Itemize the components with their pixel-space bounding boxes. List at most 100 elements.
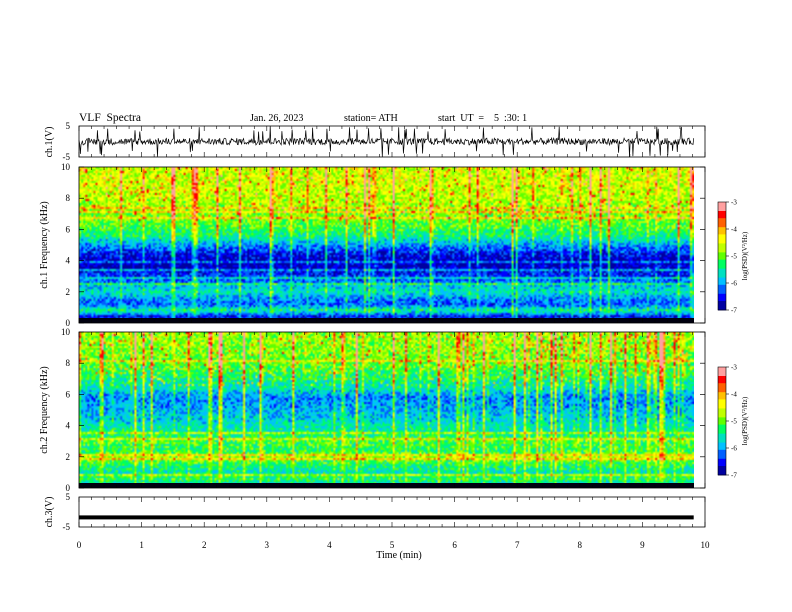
- time-tick-label: 0: [77, 540, 82, 550]
- ch1-spectrogram-ytick: 0: [66, 318, 71, 328]
- colorbar-step: [718, 437, 726, 440]
- colorbar-step: [718, 390, 726, 393]
- colorbar-step: [718, 238, 726, 241]
- colorbar-step: [718, 379, 726, 382]
- colorbar-step: [718, 410, 726, 413]
- colorbar-step: [718, 455, 726, 458]
- ch1-waveform-panel: 5 -5 ch.1(V): [44, 121, 706, 162]
- colorbar-step: [718, 435, 726, 438]
- colorbar-step: [718, 376, 726, 379]
- colorbar-step: [718, 397, 726, 400]
- colorbar-step: [718, 207, 726, 210]
- colorbar-step: [718, 383, 726, 386]
- colorbar-step: [718, 448, 726, 451]
- colorbar-step: [718, 408, 726, 411]
- colorbar-tick-label: -4: [731, 226, 737, 234]
- ch2-spectrogram-ytick: 6: [66, 389, 71, 399]
- colorbar-step: [718, 377, 726, 380]
- ch2-spectrogram-ytick: 8: [66, 358, 71, 368]
- colorbar-step: [718, 421, 726, 424]
- colorbar-step: [718, 401, 726, 404]
- colorbar-tick-label: -3: [731, 364, 737, 372]
- ch2-spectrogram-image: [79, 332, 694, 488]
- colorbar-tick-label: -6: [731, 445, 737, 453]
- colorbar-tick-label: -4: [731, 391, 737, 399]
- colorbar-step: [718, 301, 726, 304]
- colorbar-step: [718, 404, 726, 407]
- ch2-spectrogram-ytick: 2: [66, 452, 71, 462]
- colorbar-step: [718, 243, 726, 246]
- ch3-waveform-panel: 5 -5 ch.3(V): [44, 492, 706, 532]
- colorbar-step: [718, 368, 726, 371]
- colorbar-step: [718, 263, 726, 266]
- colorbar-step: [718, 239, 726, 242]
- colorbar-step: [718, 288, 726, 291]
- colorbar-step: [718, 464, 726, 467]
- colorbar-step: [718, 275, 726, 278]
- colorbar-step: [718, 252, 726, 255]
- colorbar-step: [718, 451, 726, 454]
- ch1-colorbar: -3 -4 -5 -6 -7 log(PSD)(V²/Hz): [717, 199, 749, 315]
- colorbar-step: [718, 462, 726, 465]
- colorbar-step: [718, 471, 726, 474]
- ch2-spectrogram-ytick: 10: [61, 327, 71, 337]
- colorbar-step: [718, 428, 726, 431]
- colorbar-step: [718, 265, 726, 268]
- colorbar-step: [718, 367, 726, 370]
- colorbar-step: [718, 234, 726, 237]
- time-tick-label: 4: [327, 540, 332, 550]
- colorbar-label: log(PSD)(V²/Hz): [741, 396, 749, 445]
- ch1-voltage-axis-label: ch.1(V): [44, 127, 55, 158]
- colorbar-step: [718, 299, 726, 302]
- time-tick-label: 9: [640, 540, 645, 550]
- colorbar-step: [718, 473, 726, 476]
- colorbar-step: [718, 388, 726, 391]
- colorbar-step: [718, 422, 726, 425]
- colorbar-step: [718, 248, 726, 251]
- colorbar-step: [718, 431, 726, 434]
- colorbar-step: [718, 413, 726, 416]
- colorbar-tick-label: -7: [731, 472, 737, 480]
- colorbar-step: [718, 399, 726, 402]
- ch2-colorbar: -3 -4 -5 -6 -7 log(PSD)(V²/Hz): [717, 364, 749, 480]
- ch2-spectrogram-heatmap: [79, 332, 694, 488]
- colorbar-step: [718, 283, 726, 286]
- time-tick-label: 6: [452, 540, 457, 550]
- ch1-channel-label: ch.1 Frequency (kHz): [39, 201, 50, 288]
- colorbar-step: [718, 444, 726, 447]
- colorbar-step: [718, 293, 726, 296]
- colorbar-step: [718, 268, 726, 271]
- colorbar-step: [718, 430, 726, 433]
- colorbar-step: [718, 302, 726, 305]
- colorbar-step: [718, 446, 726, 449]
- colorbar-step: [718, 212, 726, 215]
- colorbar-step: [718, 370, 726, 373]
- colorbar-step: [718, 440, 726, 443]
- time-tick-label: 2: [202, 540, 207, 550]
- colorbar-step: [718, 277, 726, 280]
- time-tick-label: 1: [139, 540, 144, 550]
- colorbar-step: [718, 241, 726, 244]
- colorbar-tick-label: -6: [731, 280, 737, 288]
- time-axis-label: Time (min): [376, 550, 421, 561]
- colorbar-step: [718, 230, 726, 233]
- colorbar-step: [718, 211, 726, 214]
- ch1-ytick-top: 5: [66, 121, 71, 131]
- colorbar-step: [718, 439, 726, 442]
- plot-title: VLF Spectra: [79, 112, 141, 124]
- ch1-spectrogram-ytick: 2: [66, 287, 71, 297]
- colorbar-step: [718, 417, 726, 420]
- colorbar-step: [718, 274, 726, 277]
- colorbar-step: [718, 433, 726, 436]
- colorbar-step: [718, 256, 726, 259]
- colorbar-step: [718, 236, 726, 239]
- colorbar-step: [718, 223, 726, 226]
- colorbar-step: [718, 205, 726, 208]
- colorbar-step: [718, 426, 726, 429]
- colorbar-step: [718, 395, 726, 398]
- time-tick-label: 10: [701, 540, 711, 550]
- colorbar-step: [718, 412, 726, 415]
- station-label: station= ATH: [344, 113, 398, 124]
- colorbar-step: [718, 442, 726, 445]
